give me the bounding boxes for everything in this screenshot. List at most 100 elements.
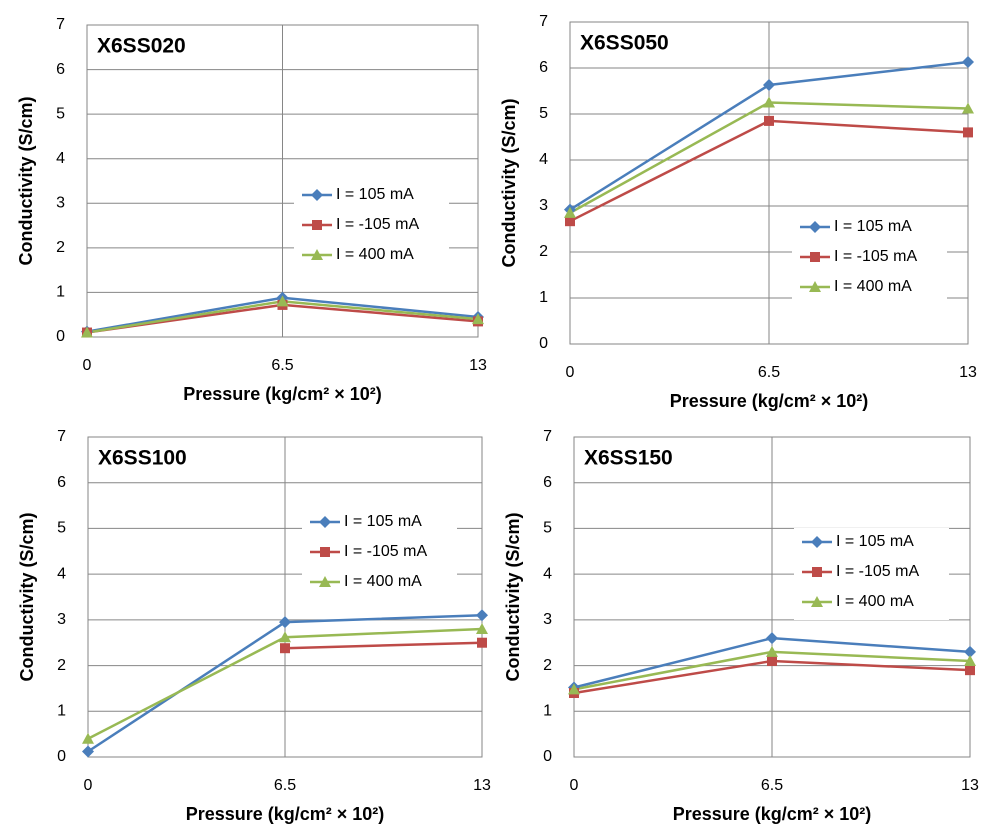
legend-label: I = -105 mA: [344, 543, 427, 560]
y-tick-label: 7: [57, 428, 66, 445]
y-tick-label: 1: [57, 703, 66, 720]
y-tick-label: 0: [57, 748, 66, 765]
marker: [82, 745, 94, 758]
y-tick-label: 1: [56, 284, 65, 301]
y-tick-label: 4: [56, 150, 65, 167]
marker: [565, 216, 575, 227]
chart-title: X6SS050: [580, 32, 669, 55]
marker: [962, 102, 974, 114]
y-tick-label: 3: [543, 611, 552, 628]
marker: [472, 313, 484, 325]
chart-title: X6SS100: [98, 447, 187, 470]
x-tick-label: 13: [959, 364, 977, 381]
y-tick-label: 0: [539, 335, 548, 352]
marker: [276, 295, 289, 307]
y-tick-label: 3: [57, 611, 66, 628]
marker: [320, 547, 330, 557]
y-tick-label: 5: [57, 520, 66, 537]
title-box: [91, 440, 211, 476]
marker: [311, 189, 323, 201]
x-tick-label: 6.5: [274, 777, 296, 794]
x-tick-label: 6.5: [758, 364, 780, 381]
y-tick-label: 7: [56, 16, 65, 33]
y-tick-label: 7: [543, 428, 552, 445]
y-tick-label: 1: [539, 289, 548, 306]
x-tick-label: 13: [469, 357, 487, 374]
marker: [476, 623, 488, 634]
y-tick-label: 6: [57, 474, 66, 491]
y-tick-label: 7: [539, 13, 548, 30]
y-tick-label: 2: [543, 657, 552, 674]
legend-label: I = 105 mA: [344, 513, 422, 530]
chart-title: X6SS020: [97, 35, 186, 58]
y-tick-label: 0: [543, 748, 552, 765]
marker: [964, 645, 976, 658]
marker: [279, 616, 291, 629]
legend-label: I = 105 mA: [834, 218, 912, 235]
legend-label: I = 400 mA: [836, 593, 914, 610]
x-tick-label: 6.5: [271, 357, 293, 374]
title-box: [573, 25, 693, 61]
x-tick-label: 6.5: [761, 777, 783, 794]
x-tick-label: 13: [961, 777, 979, 794]
y-tick-label: 1: [543, 703, 552, 720]
marker: [965, 665, 975, 676]
marker: [564, 206, 576, 218]
x-tick-label: 0: [83, 357, 92, 374]
x-tick-label: 0: [84, 777, 93, 794]
legend-label: I = 105 mA: [836, 533, 914, 550]
legend-label: I = 400 mA: [834, 278, 912, 295]
marker: [279, 631, 291, 643]
y-axis-title: Conductivity (S/cm): [499, 98, 519, 267]
x-tick-label: 13: [473, 777, 491, 794]
y-axis-title: Conductivity (S/cm): [16, 96, 36, 265]
marker: [811, 596, 823, 607]
marker: [280, 643, 290, 654]
legend-label: I = -105 mA: [336, 216, 419, 233]
x-tick-label: 0: [566, 364, 575, 381]
marker: [763, 96, 775, 108]
legend-label: I = -105 mA: [834, 248, 917, 265]
y-tick-label: 6: [56, 61, 65, 78]
x-axis-title: Pressure (kg/cm² × 10²): [670, 391, 869, 411]
marker: [763, 79, 775, 92]
y-tick-label: 4: [543, 565, 552, 582]
marker: [962, 56, 974, 69]
marker: [319, 576, 331, 587]
y-tick-label: 6: [543, 474, 552, 491]
x-axis-title: Pressure (kg/cm² × 10²): [183, 384, 382, 404]
x-axis-title: Pressure (kg/cm² × 10²): [186, 804, 385, 824]
marker: [568, 683, 580, 695]
y-tick-label: 5: [543, 520, 552, 537]
y-tick-label: 2: [57, 657, 66, 674]
legend-label: I = 400 mA: [344, 573, 422, 590]
series-line: [284, 641, 483, 650]
marker: [766, 645, 778, 657]
chart-title: X6SS150: [584, 447, 673, 470]
marker: [476, 609, 488, 622]
marker: [963, 127, 973, 138]
marker: [319, 516, 331, 528]
marker: [82, 732, 94, 744]
title-box: [90, 28, 210, 64]
y-tick-label: 2: [56, 239, 65, 256]
legend-label: I = -105 mA: [836, 563, 919, 580]
y-axis-title: Conductivity (S/cm): [503, 512, 523, 681]
marker: [766, 632, 778, 645]
marker: [810, 252, 820, 262]
legend-label: I = 105 mA: [336, 186, 414, 203]
y-tick-label: 6: [539, 59, 548, 76]
legend-label: I = 400 mA: [336, 246, 414, 263]
x-tick-label: 0: [570, 777, 579, 794]
marker: [809, 221, 821, 233]
y-tick-label: 2: [539, 243, 548, 260]
marker: [809, 281, 821, 292]
marker: [81, 326, 93, 338]
marker: [311, 249, 323, 260]
marker: [477, 637, 487, 648]
y-tick-label: 5: [56, 105, 65, 122]
marker: [764, 115, 774, 126]
marker: [312, 220, 322, 230]
y-tick-label: 3: [56, 195, 65, 212]
